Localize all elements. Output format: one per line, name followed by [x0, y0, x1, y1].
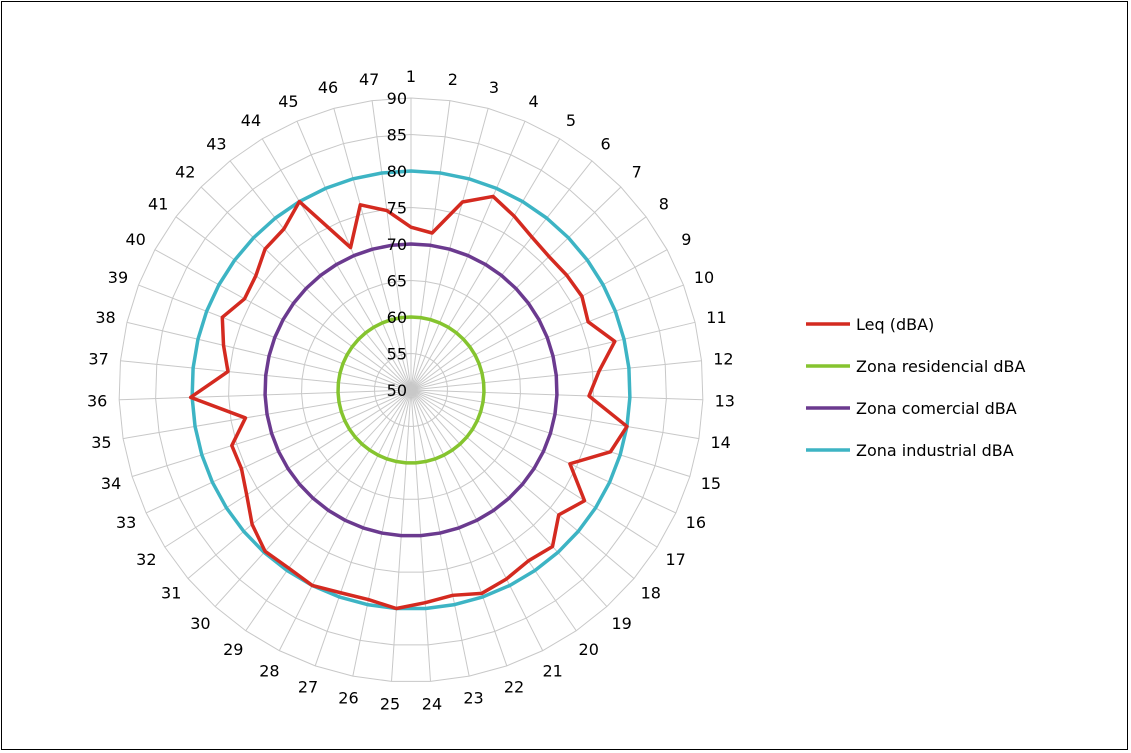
legend-item-residencial: Zona residencial dBA — [806, 357, 1025, 376]
category-label: 4 — [528, 92, 538, 111]
category-label: 37 — [88, 350, 108, 369]
category-label: 39 — [108, 268, 128, 287]
category-labels: 1 2 34567891011121314151617181920212223242… — [87, 67, 735, 713]
category-label: 2 — [448, 70, 458, 89]
series-line-4 — [190, 169, 632, 611]
category-label: 1 — [406, 67, 416, 86]
legend-label-residencial: Zona residencial dBA — [856, 357, 1025, 376]
category-label: 14 — [710, 433, 730, 452]
radial-tick-label: 85 — [387, 126, 407, 145]
legend-label-industrial: Zona industrial dBA — [856, 441, 1014, 460]
category-label: 20 — [579, 640, 599, 659]
category-label: 23 — [463, 689, 483, 708]
legend-label-comercial: Zona comercial dBA — [856, 399, 1017, 418]
radial-tick-label: 75 — [387, 199, 407, 218]
category-label: 27 — [298, 678, 318, 697]
category-label: 11 — [706, 308, 726, 327]
legend-item-leq: Leq (dBA) — [806, 315, 934, 334]
grid-ring-75 — [228, 206, 594, 573]
category-label: 45 — [278, 92, 298, 111]
legend: Leq (dBA) Zona residencial dBA Zona come… — [806, 315, 1025, 460]
grid-ring-65 — [301, 279, 521, 500]
category-label: 13 — [715, 391, 735, 410]
category-label: 44 — [241, 111, 261, 130]
category-label: 33 — [116, 513, 136, 532]
radial-tick-labels: 50 55 60 65 70 75 80 85 90 — [387, 89, 407, 400]
category-label: 15 — [701, 474, 721, 493]
legend-item-industrial: Zona industrial dBA — [806, 441, 1014, 460]
series-line-1 — [188, 194, 629, 611]
category-label: 24 — [422, 694, 442, 713]
category-label: 42 — [175, 163, 195, 182]
category-label: 5 — [566, 111, 576, 130]
category-label: 22 — [504, 678, 524, 697]
series-line-3 — [263, 242, 559, 538]
legend-label-leq: Leq (dBA) — [856, 315, 934, 334]
category-label: 9 — [681, 230, 691, 249]
legend-item-comercial: Zona comercial dBA — [806, 399, 1017, 418]
category-label: 12 — [713, 350, 733, 369]
category-label: 18 — [641, 584, 661, 603]
category-label: 31 — [161, 584, 181, 603]
series-line-2 — [336, 315, 486, 465]
category-label: 43 — [206, 135, 226, 154]
category-label: 21 — [542, 661, 562, 680]
category-label: 17 — [665, 550, 685, 569]
radial-tick-label: 60 — [387, 308, 407, 327]
radial-tick-label: 55 — [387, 345, 407, 364]
radial-tick-label: 70 — [387, 235, 407, 254]
category-label: 34 — [101, 474, 121, 493]
category-label: 26 — [338, 689, 358, 708]
grid-ring-90 — [118, 97, 704, 682]
category-label: 36 — [87, 391, 107, 410]
category-label: 47 — [359, 70, 379, 89]
radial-tick-label: 65 — [387, 272, 407, 291]
category-label: 32 — [136, 550, 156, 569]
radar-grid — [118, 97, 704, 682]
radar-series — [188, 169, 632, 611]
category-label: 30 — [190, 614, 210, 633]
category-label: 6 — [601, 135, 611, 154]
category-label: 28 — [259, 661, 279, 680]
category-label: 25 — [380, 694, 400, 713]
category-label: 16 — [686, 513, 706, 532]
category-label: 29 — [223, 640, 243, 659]
radial-tick-label: 50 — [387, 381, 407, 400]
category-label: 38 — [95, 308, 115, 327]
category-label: 10 — [694, 268, 714, 287]
radial-tick-label: 80 — [387, 162, 407, 181]
category-label: 40 — [125, 230, 145, 249]
radial-tick-label: 90 — [387, 89, 407, 108]
category-label: 7 — [632, 163, 642, 182]
category-label: 8 — [659, 195, 669, 214]
grid-ring-85 — [155, 133, 667, 646]
category-label: 19 — [611, 614, 631, 633]
category-label: 35 — [91, 433, 111, 452]
category-label: 3 — [489, 78, 499, 97]
grid-ring-55 — [374, 352, 448, 427]
category-label: 41 — [148, 195, 168, 214]
category-label: 46 — [318, 78, 338, 97]
